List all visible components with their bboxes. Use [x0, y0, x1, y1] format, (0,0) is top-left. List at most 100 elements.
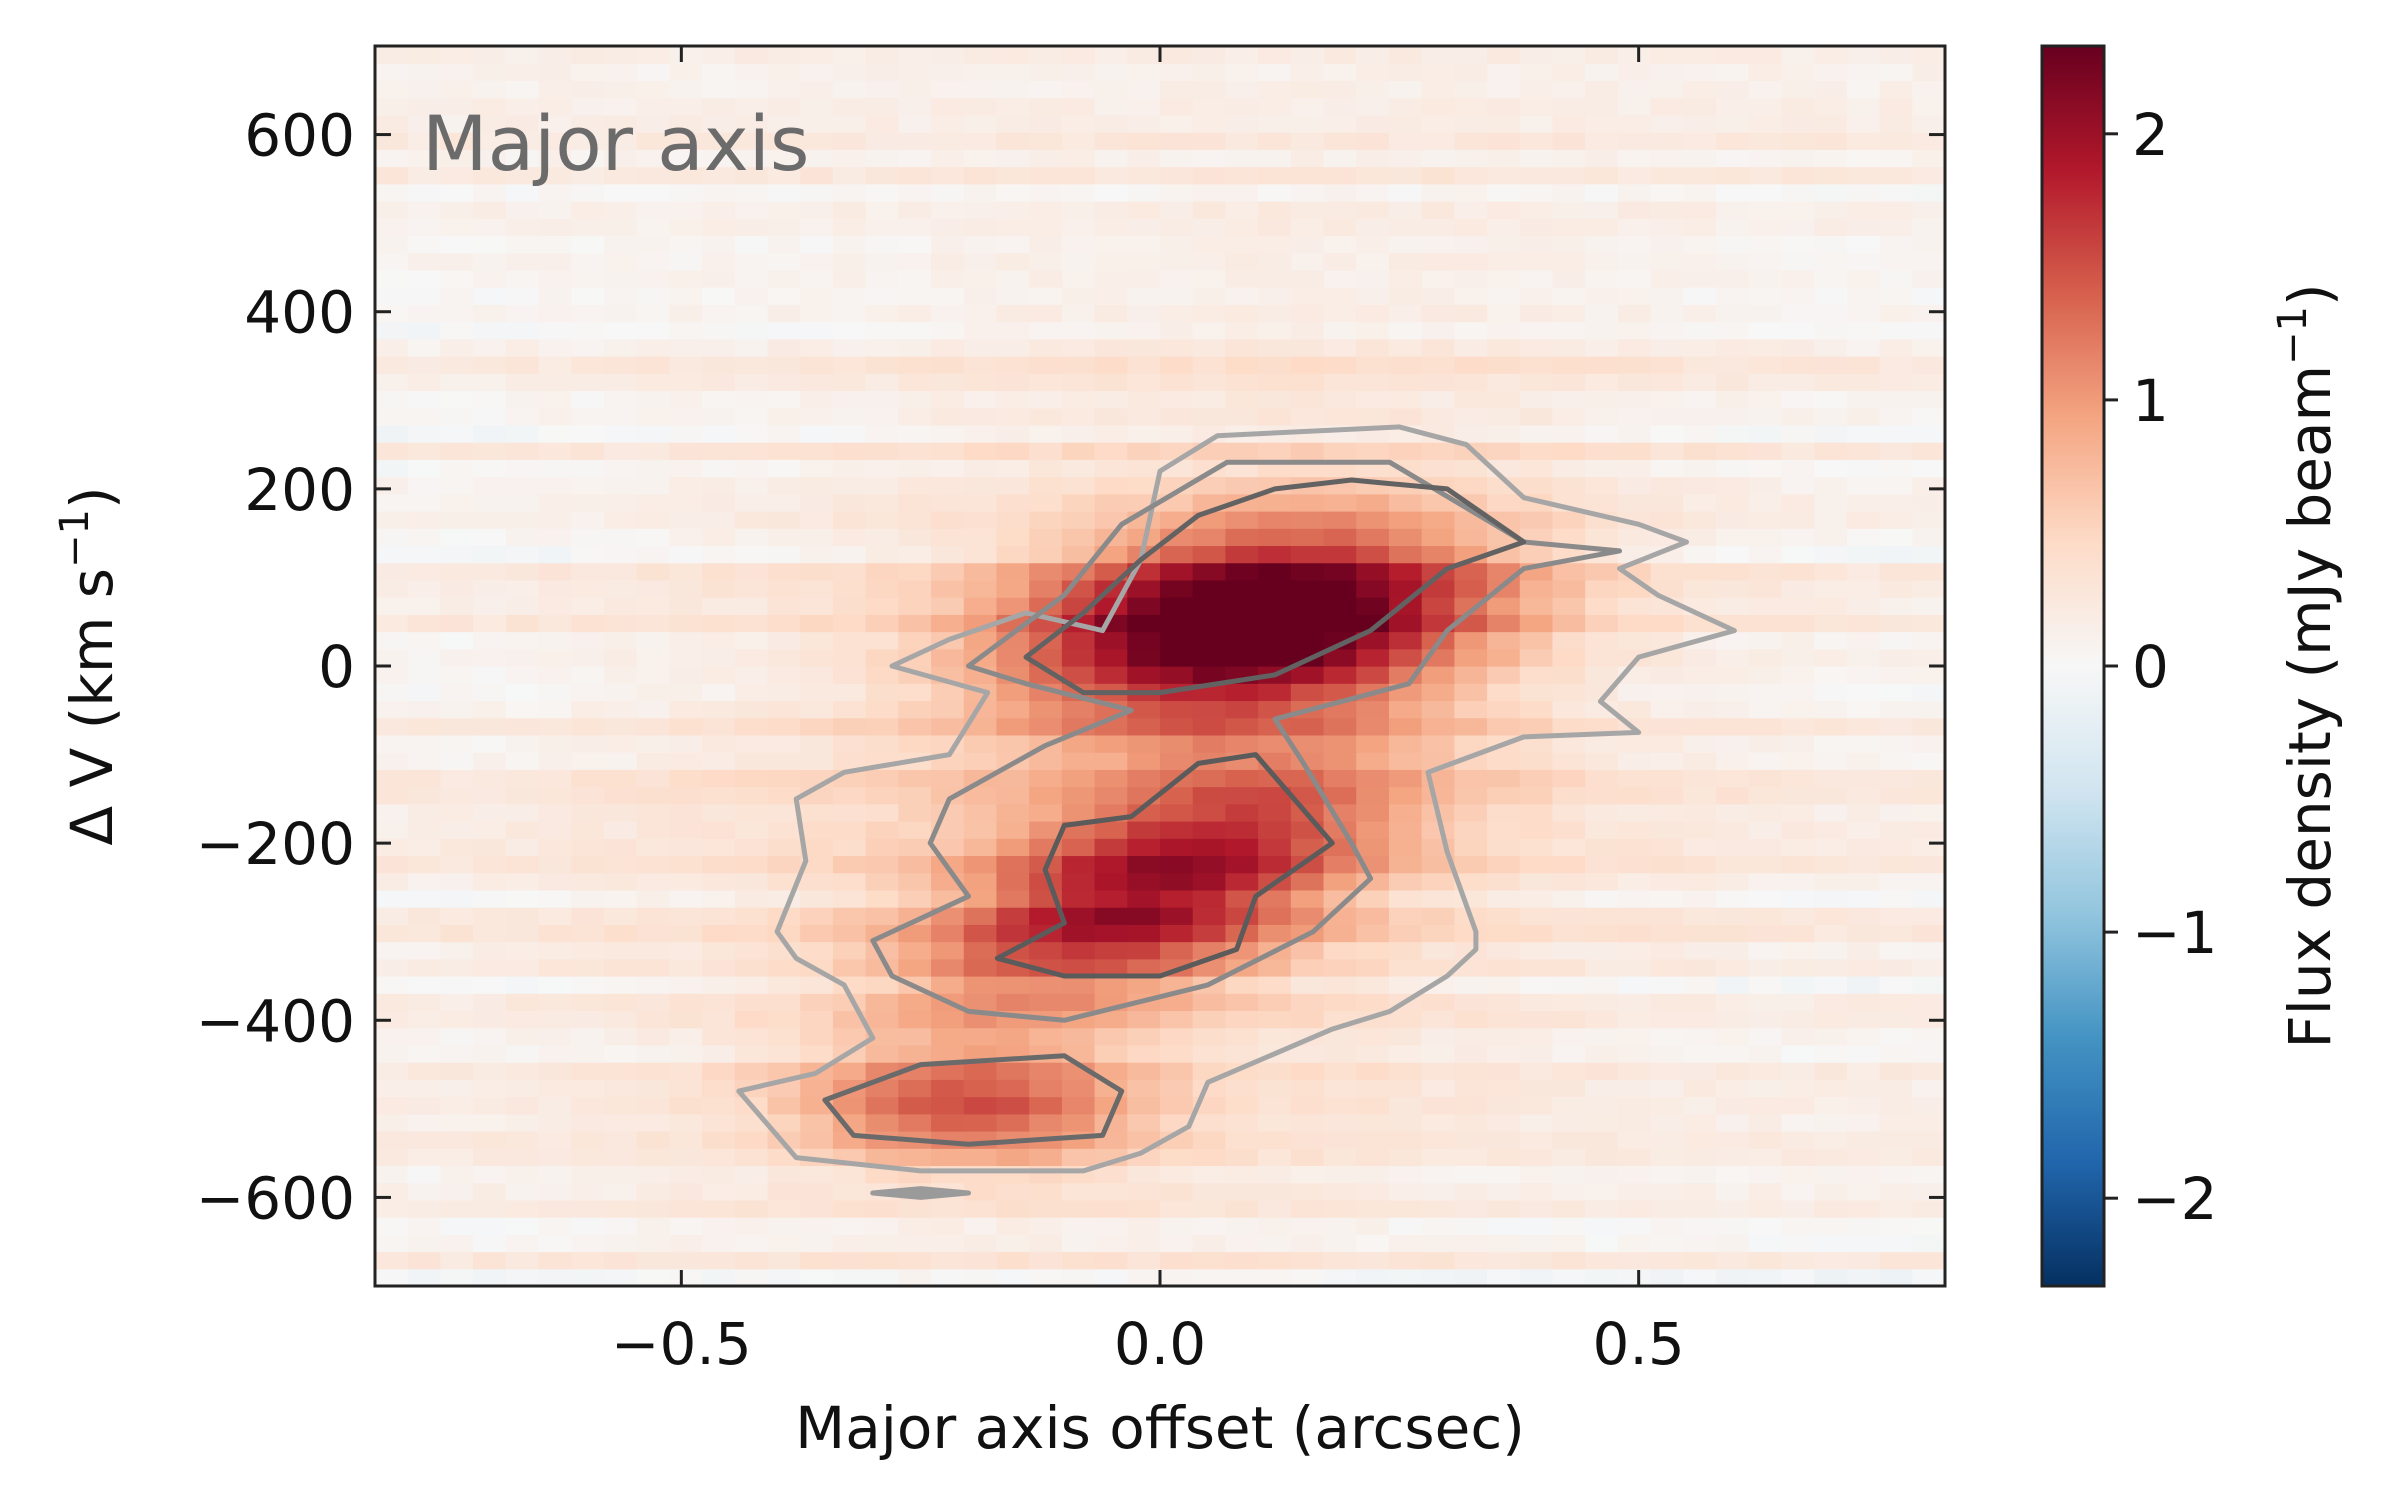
- heatmap-cell: [1192, 1148, 1227, 1167]
- heatmap-cell: [1487, 597, 1521, 615]
- heatmap-cell: [669, 717, 703, 736]
- heatmap-cell: [1061, 734, 1096, 753]
- heatmap-cell: [734, 1010, 769, 1029]
- heatmap-cell: [1029, 304, 1063, 323]
- heatmap-cell: [407, 46, 442, 64]
- heatmap-cell: [1912, 1096, 1945, 1115]
- heatmap-cell: [1846, 321, 1881, 340]
- heatmap-cell: [636, 1165, 670, 1184]
- heatmap-cell: [571, 717, 605, 736]
- heatmap-cell: [1094, 252, 1128, 271]
- heatmap-cell: [1127, 201, 1161, 219]
- heatmap-cell: [1127, 648, 1161, 667]
- heatmap-cell: [571, 287, 605, 305]
- heatmap-cell: [1650, 1148, 1684, 1167]
- heatmap-cell: [505, 1268, 540, 1286]
- heatmap-cell: [1290, 528, 1325, 547]
- heatmap-cell: [1781, 855, 1815, 874]
- heatmap-cell: [1388, 941, 1423, 960]
- heatmap-cell: [1323, 373, 1357, 392]
- heatmap-cell: [767, 1096, 801, 1115]
- heatmap-cell: [1879, 218, 1913, 237]
- heatmap-cell: [473, 717, 507, 736]
- heatmap-cell: [898, 838, 932, 857]
- heatmap-cell: [1846, 252, 1881, 271]
- heatmap-cell: [898, 993, 932, 1012]
- heatmap-cell: [832, 1165, 867, 1184]
- heatmap-cell: [407, 1165, 442, 1184]
- heatmap-cell: [1225, 252, 1259, 271]
- heatmap-cell: [1225, 114, 1259, 133]
- heatmap-cell: [832, 889, 867, 908]
- heatmap-cell: [375, 287, 409, 305]
- heatmap-cell: [1454, 63, 1488, 82]
- heatmap-cell: [734, 166, 769, 185]
- heatmap-cell: [702, 597, 736, 615]
- heatmap-cell: [1716, 734, 1750, 753]
- heatmap-cell: [702, 269, 736, 288]
- heatmap-cell: [473, 252, 507, 271]
- heatmap-cell: [571, 769, 605, 788]
- heatmap-cell: [636, 786, 670, 805]
- heatmap-cell: [1094, 1044, 1128, 1063]
- heatmap-cell: [1716, 442, 1750, 460]
- heatmap-cell: [1258, 528, 1292, 547]
- heatmap-cell: [734, 114, 769, 133]
- heatmap-cell: [440, 786, 474, 805]
- heatmap-cell: [407, 1096, 442, 1115]
- heatmap-cell: [1814, 958, 1848, 977]
- heatmap-cell: [1748, 907, 1783, 925]
- heatmap-cell: [1683, 1182, 1717, 1201]
- heatmap-cell: [1912, 734, 1945, 753]
- heatmap-cell: [1388, 218, 1423, 237]
- heatmap-cell: [1356, 1148, 1390, 1167]
- heatmap-cell: [1323, 201, 1357, 219]
- heatmap-cell: [1716, 786, 1750, 805]
- heatmap-cell: [963, 889, 998, 908]
- heatmap-cell: [1781, 1165, 1815, 1184]
- heatmap-cell: [898, 907, 932, 925]
- heatmap-cell: [407, 424, 442, 443]
- heatmap-cell: [1421, 1079, 1455, 1098]
- heatmap-cell: [440, 442, 474, 460]
- heatmap-cell: [1127, 287, 1161, 305]
- heatmap-cell: [1192, 321, 1227, 340]
- heatmap-cell: [1094, 838, 1128, 857]
- heatmap-cell: [669, 907, 703, 925]
- heatmap-cell: [1192, 1113, 1227, 1132]
- heatmap-cell: [1585, 1182, 1619, 1201]
- heatmap-cell: [1323, 976, 1357, 994]
- heatmap-cell: [963, 734, 998, 753]
- heatmap-cell: [440, 924, 474, 943]
- heatmap-cell: [407, 579, 442, 598]
- heatmap-cell: [375, 1079, 409, 1098]
- heatmap-cell: [1781, 373, 1815, 392]
- heatmap-cell: [603, 1044, 638, 1063]
- heatmap-cell: [571, 46, 605, 64]
- heatmap-cell: [669, 1027, 703, 1046]
- heatmap-cell: [1258, 183, 1292, 202]
- heatmap-cell: [1061, 648, 1096, 667]
- heatmap-cell: [1748, 1148, 1783, 1167]
- heatmap-cell: [1912, 459, 1945, 478]
- heatmap-cell: [1421, 528, 1455, 547]
- heatmap-cell: [1683, 562, 1717, 581]
- heatmap-cell: [1846, 235, 1881, 254]
- heatmap-cell: [800, 993, 834, 1012]
- heatmap-cell: [996, 1165, 1030, 1184]
- heatmap-cell: [1323, 752, 1357, 770]
- heatmap-cell: [375, 631, 409, 650]
- heatmap-cell: [407, 855, 442, 874]
- heatmap-cell: [865, 390, 899, 409]
- heatmap-cell: [1879, 1044, 1913, 1063]
- heatmap-cell: [440, 235, 474, 254]
- heatmap-cell: [702, 424, 736, 443]
- heatmap-cell: [1323, 528, 1357, 547]
- heatmap-cell: [1781, 545, 1815, 564]
- heatmap-cell: [1683, 1148, 1717, 1167]
- heatmap-cell: [1160, 46, 1194, 64]
- heatmap-cell: [1814, 218, 1848, 237]
- heatmap-cell: [1912, 338, 1945, 357]
- heatmap-cell: [832, 218, 867, 237]
- heatmap-cell: [963, 252, 998, 271]
